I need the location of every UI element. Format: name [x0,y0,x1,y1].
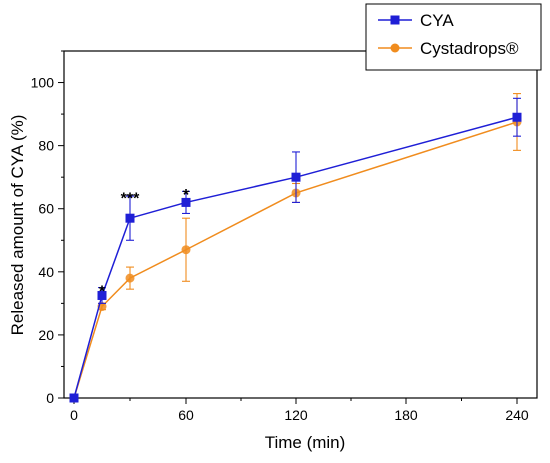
y-axis-label: Released amount of CYA (%) [8,115,27,336]
y-axis: 0 20 40 60 80 100 [31,50,64,406]
x-tick-label: 180 [394,407,418,423]
x-tick-label: 240 [505,407,529,423]
x-axis-label: Time (min) [265,433,346,452]
series-cystadrops [69,93,522,403]
data-point-square [291,172,301,182]
data-point-square [181,197,191,207]
x-tick-label: 120 [284,407,308,423]
legend-label: CYA [420,11,454,30]
y-tick-label: 20 [38,327,54,343]
data-point-square [512,112,522,122]
series-cya [69,97,522,403]
series-line [73,116,518,399]
series-line [73,121,518,399]
significance-marker: * [99,283,106,300]
plot-frame [63,50,538,399]
legend: CYA Cystadrops® [365,3,542,71]
annotation-layer: **** * [99,187,190,300]
significance-marker: *** [121,190,140,207]
data-point-circle [125,273,135,283]
x-axis: 0 60 120 180 240 [70,398,529,423]
data-point-square [97,290,107,300]
legend-marker-circle [390,43,400,53]
y-tick-label: 40 [38,264,54,280]
legend-marker-square [390,15,400,25]
series-layer [69,93,522,403]
y-tick-label: 80 [38,138,54,154]
legend-label: Cystadrops® [420,39,519,58]
legend-box [365,3,542,71]
data-point-square [69,393,79,403]
data-point-square [125,213,135,223]
legend-item: Cystadrops® [378,39,519,58]
legend-item: CYA [378,11,454,30]
y-tick-label: 0 [46,390,54,406]
x-tick-label: 60 [178,407,194,423]
significance-marker: * [183,187,190,204]
x-tick-label: 0 [70,407,78,423]
y-tick-label: 60 [38,201,54,217]
plot-border [63,50,538,399]
y-tick-label: 100 [31,75,55,91]
data-point-circle [181,245,191,255]
